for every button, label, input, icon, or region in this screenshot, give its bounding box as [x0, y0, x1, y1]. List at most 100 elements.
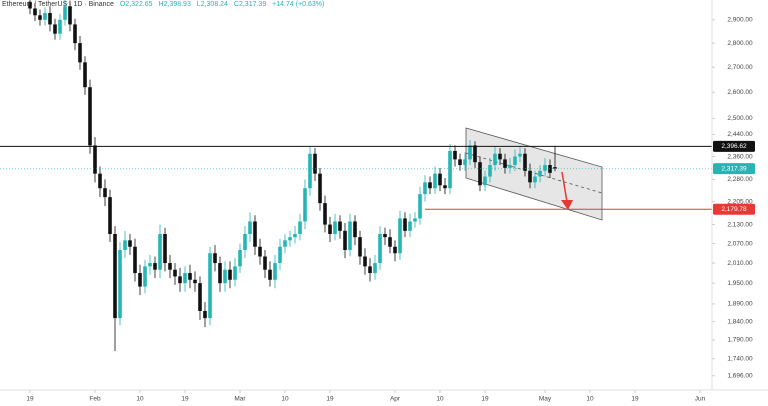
candle-body	[513, 156, 517, 166]
candle-body	[218, 263, 222, 284]
candle-body	[248, 221, 252, 234]
price-label-box	[713, 203, 755, 215]
x-tick-label: 19	[631, 396, 639, 403]
x-tick-label: Jun	[695, 396, 706, 403]
candle-body	[463, 159, 467, 166]
candle-body	[58, 19, 62, 34]
candle-body	[193, 279, 197, 284]
candle-body	[478, 162, 482, 186]
y-tick-label: 2,070.00	[727, 240, 753, 247]
y-tick-label: 1,950.00	[727, 280, 753, 287]
candle-body	[308, 153, 312, 189]
ohlc-low: L2,308.24	[196, 1, 228, 8]
candle-body	[398, 218, 402, 254]
candle-body	[73, 24, 77, 44]
candle-body	[408, 221, 412, 231]
candle-body	[108, 197, 112, 234]
candle-body	[113, 233, 117, 319]
y-tick-label: 1,740.00	[727, 355, 753, 362]
candle-body	[353, 221, 357, 238]
price-label: 2,317.39	[721, 165, 747, 172]
candle-body	[98, 173, 102, 189]
candle-body	[378, 233, 382, 264]
candle-body	[263, 256, 267, 270]
candle-body	[523, 153, 527, 171]
candle-body	[328, 224, 332, 234]
candle-body	[203, 310, 207, 319]
candle-body	[253, 221, 257, 247]
candle-body	[278, 246, 282, 264]
y-tick-label: 2,900.00	[727, 17, 753, 24]
candle-body	[273, 263, 277, 280]
candle-body	[63, 6, 67, 20]
arrow-shaft	[561, 171, 568, 203]
candle-body	[368, 266, 372, 274]
candle-body	[313, 153, 317, 174]
candle-body	[128, 240, 132, 247]
candle-body	[538, 170, 542, 177]
y-tick-label: 1,840.00	[727, 318, 753, 325]
candle-body	[78, 43, 82, 63]
y-tick-label: 2,500.00	[727, 115, 753, 122]
candle-body	[118, 249, 122, 319]
candle-body	[318, 173, 322, 204]
candle-body	[153, 263, 157, 270]
candle-body	[133, 246, 137, 274]
candle-body	[363, 256, 367, 267]
x-tick-label: 19	[181, 396, 189, 403]
candle-body	[388, 237, 392, 247]
x-tick-label: 10	[586, 396, 594, 403]
x-tick-label: 10	[136, 396, 144, 403]
candle-body	[343, 230, 347, 250]
candle-body	[173, 269, 177, 277]
candle-body	[453, 150, 457, 160]
candle-body	[138, 273, 142, 287]
candle-body	[183, 273, 187, 284]
candle-body	[303, 188, 307, 222]
candle-body	[178, 276, 182, 284]
ohlc-open: O2,322.65	[119, 1, 153, 8]
candle-body	[103, 188, 107, 198]
annotations	[0, 145, 712, 210]
candle-body	[333, 221, 337, 234]
candle-body	[438, 173, 442, 186]
y-tick-label: 1,790.00	[727, 337, 753, 344]
arrow-head	[561, 200, 573, 210]
candle-body	[233, 266, 237, 280]
candle-body	[163, 233, 167, 264]
candle-body	[243, 233, 247, 250]
y-tick-label: 2,205.00	[727, 198, 753, 205]
candle-body	[288, 237, 292, 241]
candle-body	[433, 173, 437, 189]
candle-body	[468, 145, 472, 160]
candle-body	[268, 269, 272, 280]
candle-body	[338, 221, 342, 231]
x-tick-label: May	[539, 396, 552, 403]
candle-body	[68, 6, 72, 25]
candle-body	[298, 221, 302, 234]
candle-body	[488, 165, 492, 177]
x-tick-label: 10	[436, 396, 444, 403]
candle-body	[358, 237, 362, 257]
candle-body	[283, 240, 287, 247]
candle-body	[403, 218, 407, 231]
candle-body	[528, 170, 532, 183]
y-tick-label: 2,600.00	[727, 89, 753, 96]
candle-body	[188, 273, 192, 280]
candle-body	[498, 153, 502, 160]
y-tick-label: 2,280.00	[727, 176, 753, 183]
ohlc-close: C2,317.39	[233, 1, 267, 8]
candle-body	[543, 165, 547, 171]
candle-body	[448, 150, 452, 189]
candle-body	[423, 182, 427, 195]
ohlc-change: +14.74 (+0.63%)	[272, 1, 325, 8]
candle-body	[88, 87, 92, 146]
candle-body	[418, 194, 422, 219]
y-tick-label: 2,700.00	[727, 64, 753, 71]
y-tick-label: 2,440.00	[727, 131, 753, 138]
price-label-box	[713, 163, 755, 175]
y-tick-label: 1,696.00	[727, 372, 753, 379]
x-tick-label: 19	[481, 396, 489, 403]
